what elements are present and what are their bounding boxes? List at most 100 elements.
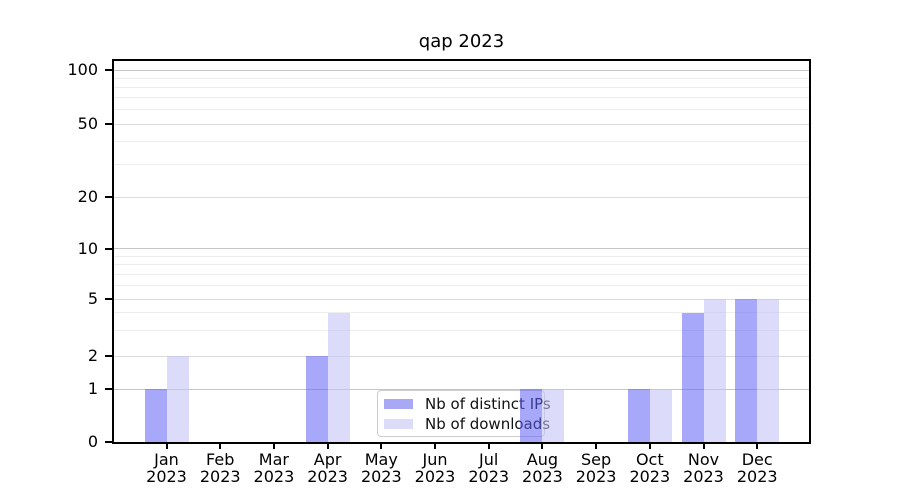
x-tick-month: Apr [313,450,342,469]
y-tick-label-50: 50 [77,114,98,133]
x-tick-year: 2023 [522,467,563,486]
y-tick-mark-5 [105,298,112,300]
gridline-50 [114,123,809,125]
x-tick-label-nov: Nov 2023 [662,451,746,485]
x-tick-label-apr: Apr 2023 [286,451,370,485]
x-tick-label-jan: Jan 2023 [125,451,209,485]
x-tick-year: 2023 [146,467,187,486]
x-tick-month: Oct [635,450,664,469]
y-tick-label-20: 20 [77,187,98,206]
x-tick-mark-apr [326,444,329,449]
x-tick-year: 2023 [414,467,456,486]
x-tick-year: 2023 [307,467,348,486]
y-tick-label-1: 1 [87,379,98,398]
y-tick-mark-0 [105,441,112,443]
legend-label-distinct-ips: Nb of distinct IPs [425,394,551,413]
x-tick-mark-jan [165,444,168,449]
y-tick-mark-10 [105,247,112,250]
x-tick-mark-oct [648,444,651,449]
y-tick-mark-100 [105,69,112,71]
x-tick-month: May [364,450,398,469]
chart-legend: Nb of distinct IPs Nb of downloads [377,390,551,437]
x-tick-mark-dec [756,444,759,449]
minor-gridline-3 [114,330,809,332]
chart-title: qap 2023 [418,31,505,52]
gridline-5 [114,298,809,300]
bar-distinct-ips-jan [144,389,167,442]
bar-distinct-ips-nov [681,312,704,442]
minor-gridline-9 [114,255,809,257]
minor-gridline-70 [114,97,809,99]
x-tick-month: Dec [741,450,773,469]
x-tick-mark-feb [219,444,222,449]
x-tick-mark-sep [595,444,598,449]
minor-gridline-40 [114,141,809,143]
x-tick-year: 2023 [360,467,402,486]
y-tick-label-10: 10 [77,238,98,258]
x-tick-label-sep: Sep 2023 [554,451,638,485]
x-tick-year: 2023 [629,467,671,486]
bar-distinct-ips-aug [520,389,543,442]
x-tick-year: 2023 [575,467,617,486]
bar-downloads-apr [327,312,350,442]
legend-swatch-distinct-ips-icon [384,398,413,409]
x-tick-month: Jul [479,450,499,469]
bar-distinct-ips-apr [305,356,328,442]
gridline-100 [114,69,809,71]
legend-label-downloads: Nb of downloads [425,414,551,433]
minor-gridline-60 [114,109,809,111]
x-tick-year: 2023 [468,467,510,486]
x-tick-mark-nov [702,444,705,449]
x-tick-month: Sep [581,450,612,469]
y-tick-mark-50 [105,123,112,125]
x-tick-month: Feb [206,450,235,469]
bar-distinct-ips-oct [627,389,650,442]
x-tick-month: Aug [526,450,559,469]
bar-downloads-aug [542,389,565,442]
x-tick-label-aug: Aug 2023 [500,451,584,485]
legend-item-distinct-ips: Nb of distinct IPs [384,396,551,412]
y-tick-label-100: 100 [67,60,98,79]
minor-gridline-4 [114,312,809,314]
x-tick-label-oct: Oct 2023 [608,451,692,485]
x-tick-label-dec: Dec 2023 [715,451,799,485]
minor-gridline-7 [114,273,809,275]
x-tick-mark-may [380,444,383,449]
x-tick-year: 2023 [253,467,295,486]
x-tick-month: Mar [258,450,289,469]
gridline-2 [114,355,809,357]
x-tick-label-may: May 2023 [339,451,423,485]
y-tick-mark-20 [105,196,112,198]
x-tick-year: 2023 [683,467,724,486]
x-tick-month: Jan [154,450,179,469]
y-tick-label-5: 5 [87,289,98,308]
minor-gridline-80 [114,86,809,88]
bar-downloads-jan [166,356,189,442]
y-tick-label-0: 0 [87,432,98,451]
gridline-1 [114,388,809,390]
x-tick-label-jun: Jun 2023 [393,451,477,485]
x-tick-label-feb: Feb 2023 [178,451,262,485]
minor-gridline-90 [114,77,809,79]
y-tick-mark-1 [105,388,112,390]
minor-gridline-8 [114,264,809,266]
y-tick-label-2: 2 [87,346,98,365]
bar-downloads-dec [757,299,780,442]
x-tick-mark-mar [272,444,275,449]
x-tick-month: Jun [422,450,448,469]
minor-gridline-30 [114,164,809,166]
gridline-10 [114,248,809,249]
x-tick-mark-aug [541,444,544,449]
legend-item-downloads: Nb of downloads [384,416,550,432]
x-tick-month: Nov [687,450,720,469]
x-tick-year: 2023 [199,467,241,486]
x-tick-mark-jun [434,444,436,449]
bar-downloads-nov [703,299,726,442]
bar-downloads-oct [649,389,672,442]
x-tick-label-mar: Mar 2023 [232,451,316,485]
minor-gridline-6 [114,285,809,287]
y-tick-mark-2 [105,355,112,357]
x-tick-mark-jul [487,444,490,449]
bar-distinct-ips-dec [735,299,758,442]
